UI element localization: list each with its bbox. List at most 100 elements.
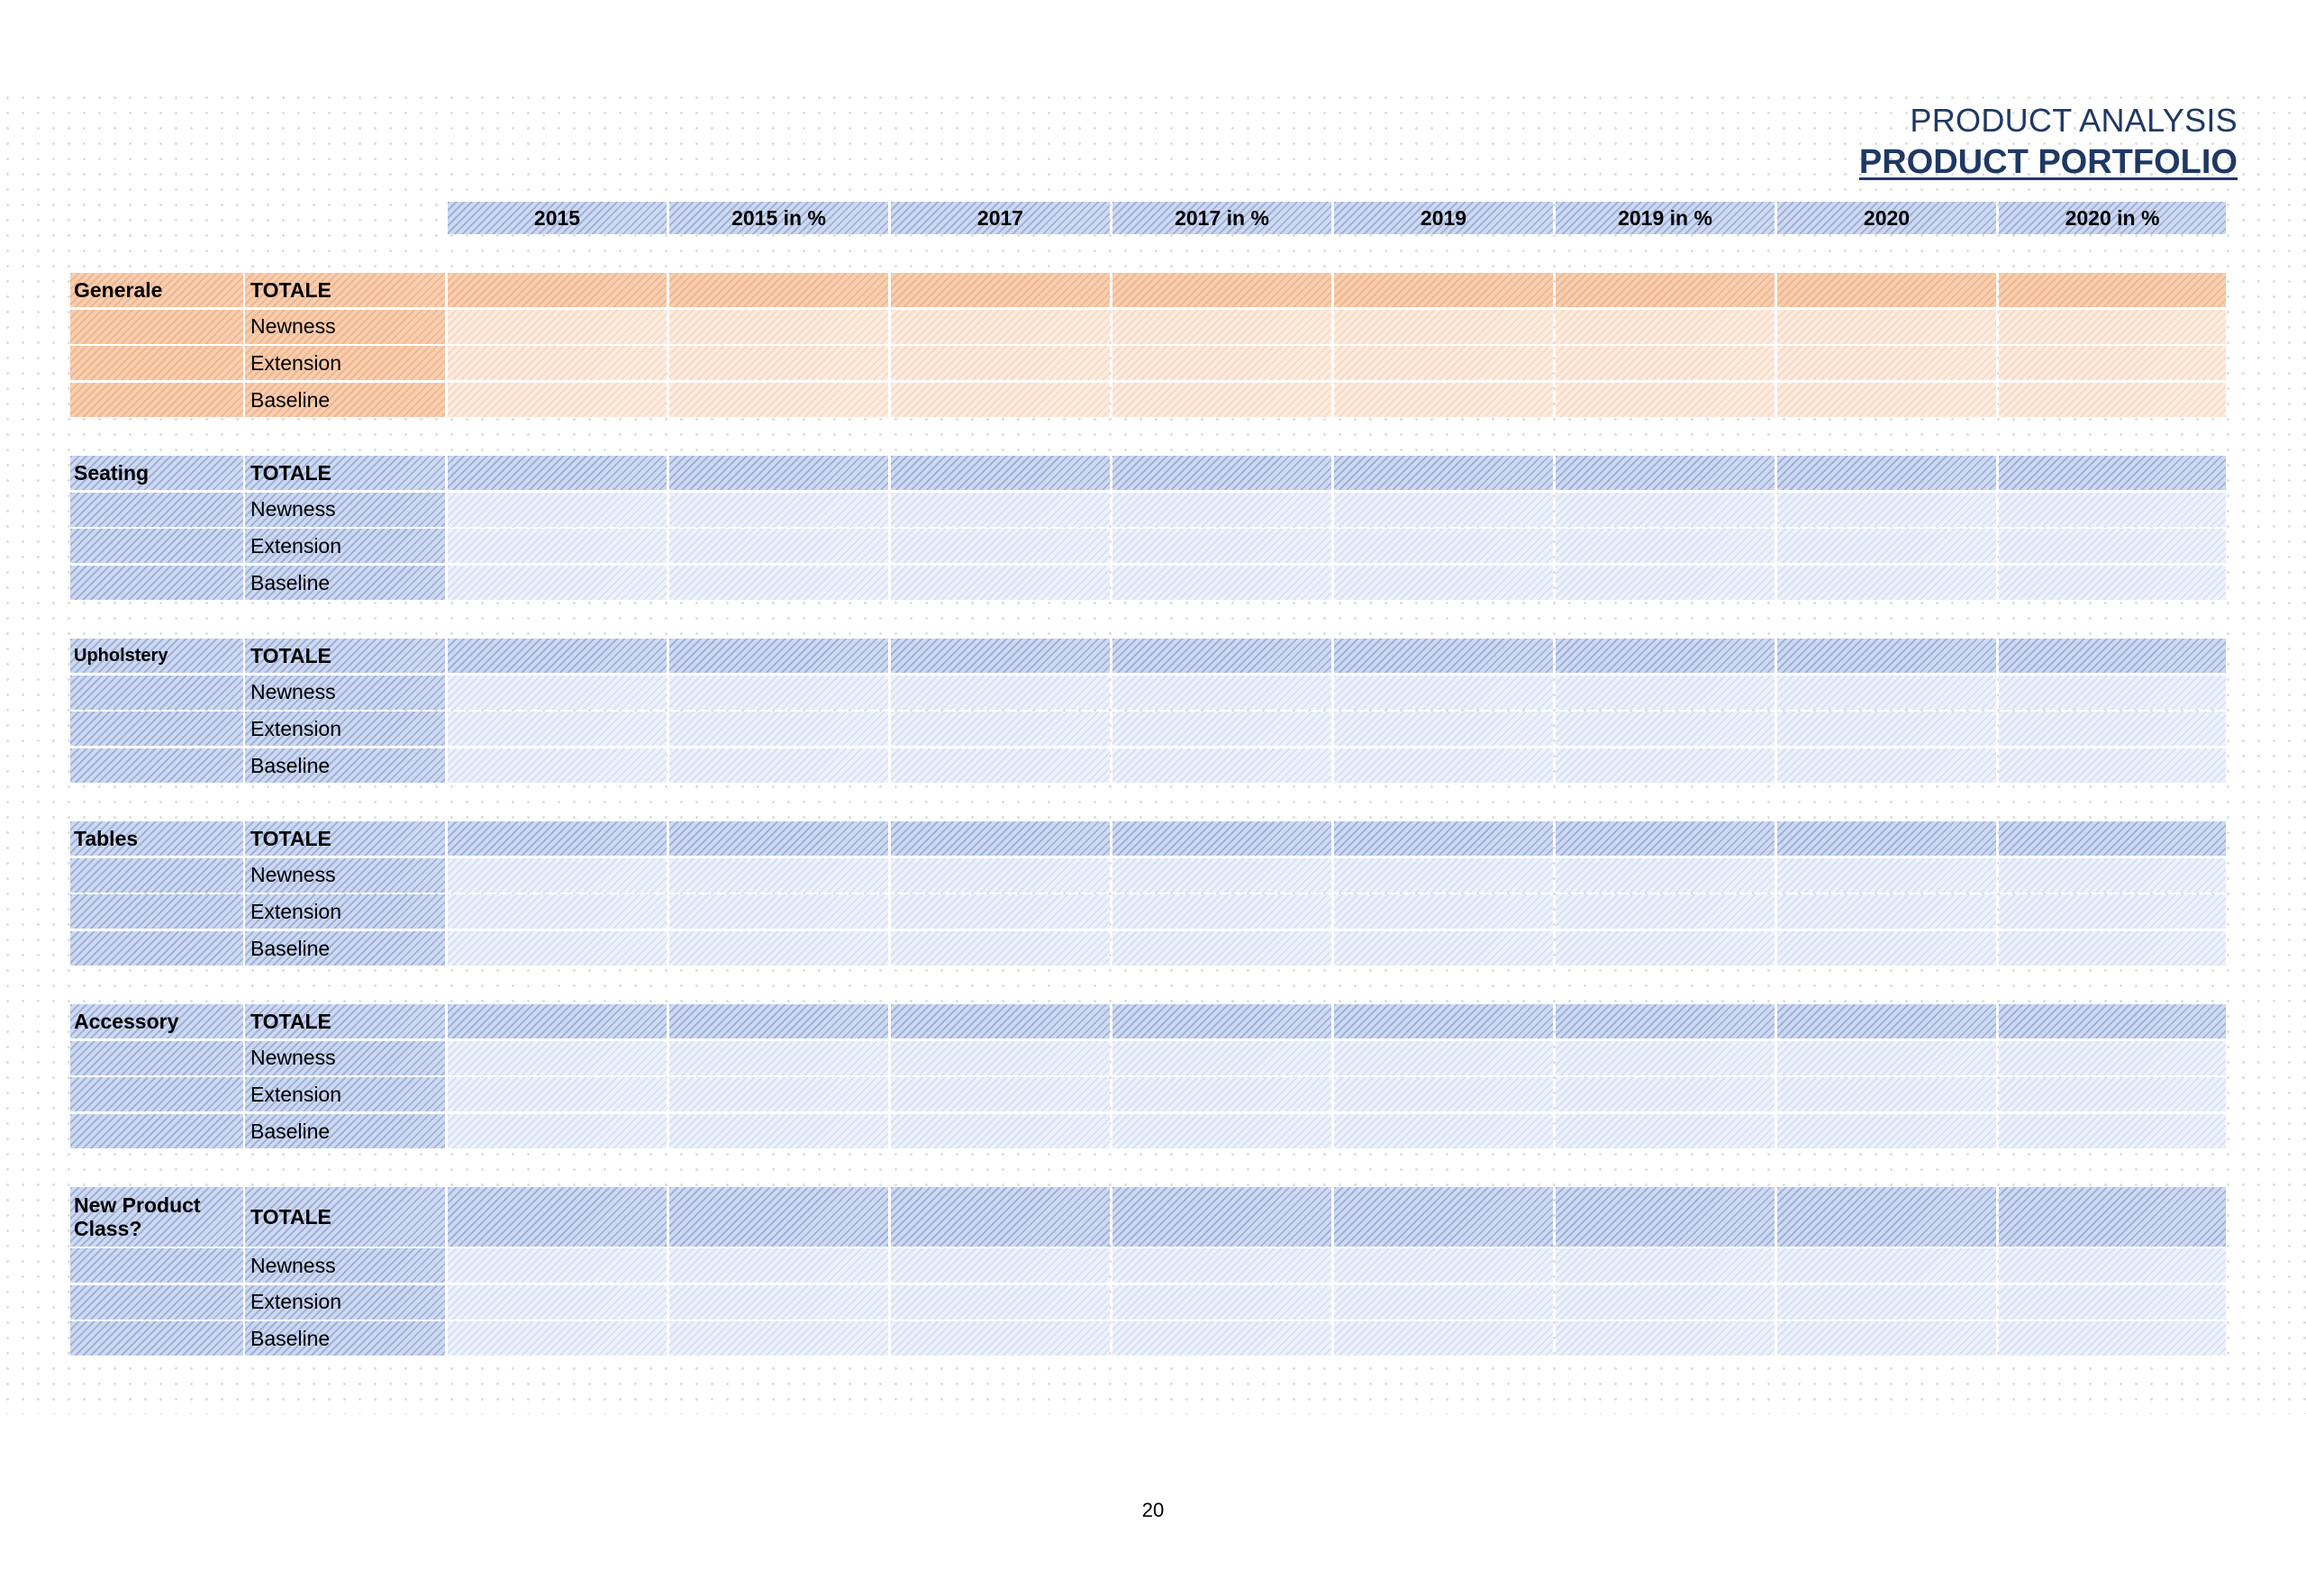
data-cell[interactable]: [1334, 346, 1553, 381]
data-cell[interactable]: [1556, 1321, 1775, 1356]
data-cell[interactable]: [1334, 456, 1553, 490]
data-cell[interactable]: [891, 821, 1110, 856]
data-cell[interactable]: [1334, 1321, 1553, 1356]
data-cell[interactable]: [1334, 821, 1553, 856]
data-cell[interactable]: [891, 1248, 1110, 1283]
data-cell[interactable]: [1334, 675, 1553, 710]
data-cell[interactable]: [1556, 565, 1775, 600]
data-cell[interactable]: [891, 529, 1110, 564]
data-cell[interactable]: [669, 1284, 888, 1319]
data-cell[interactable]: [1777, 821, 1996, 856]
data-cell[interactable]: [1999, 382, 2226, 417]
data-cell[interactable]: [1556, 1077, 1775, 1112]
data-cell[interactable]: [1112, 565, 1331, 600]
data-cell[interactable]: [669, 857, 888, 893]
data-cell[interactable]: [891, 712, 1110, 747]
data-cell[interactable]: [448, 273, 667, 307]
data-cell[interactable]: [1112, 529, 1331, 564]
data-cell[interactable]: [669, 529, 888, 564]
data-cell[interactable]: [1777, 456, 1996, 490]
data-cell[interactable]: [891, 456, 1110, 490]
data-cell[interactable]: [1334, 1113, 1553, 1148]
data-cell[interactable]: [1777, 346, 1996, 381]
data-cell[interactable]: [1556, 894, 1775, 929]
data-cell[interactable]: [448, 1187, 667, 1247]
data-cell[interactable]: [669, 1113, 888, 1148]
data-cell[interactable]: [1112, 712, 1331, 747]
data-cell[interactable]: [448, 492, 667, 527]
data-cell[interactable]: [1556, 1113, 1775, 1148]
data-cell[interactable]: [891, 748, 1110, 783]
data-cell[interactable]: [1556, 1284, 1775, 1319]
data-cell[interactable]: [669, 456, 888, 490]
data-cell[interactable]: [1777, 894, 1996, 929]
data-cell[interactable]: [1999, 712, 2226, 747]
data-cell[interactable]: [1334, 273, 1553, 307]
data-cell[interactable]: [669, 675, 888, 710]
data-cell[interactable]: [1334, 529, 1553, 564]
data-cell[interactable]: [1112, 857, 1331, 893]
data-cell[interactable]: [1999, 1248, 2226, 1283]
data-cell[interactable]: [448, 1284, 667, 1319]
data-cell[interactable]: [1777, 1248, 1996, 1283]
data-cell[interactable]: [1777, 857, 1996, 893]
data-cell[interactable]: [1556, 309, 1775, 344]
data-cell[interactable]: [891, 1004, 1110, 1038]
data-cell[interactable]: [1556, 821, 1775, 856]
data-cell[interactable]: [669, 821, 888, 856]
data-cell[interactable]: [1556, 639, 1775, 673]
data-cell[interactable]: [1777, 1321, 1996, 1356]
data-cell[interactable]: [669, 1187, 888, 1247]
data-cell[interactable]: [448, 456, 667, 490]
data-cell[interactable]: [1112, 1321, 1331, 1356]
data-cell[interactable]: [448, 639, 667, 673]
data-cell[interactable]: [669, 1321, 888, 1356]
data-cell[interactable]: [669, 492, 888, 527]
data-cell[interactable]: [1334, 565, 1553, 600]
data-cell[interactable]: [891, 675, 1110, 710]
data-cell[interactable]: [448, 1321, 667, 1356]
data-cell[interactable]: [1999, 748, 2226, 783]
data-cell[interactable]: [1999, 492, 2226, 527]
data-cell[interactable]: [669, 894, 888, 929]
data-cell[interactable]: [669, 309, 888, 344]
data-cell[interactable]: [1112, 273, 1331, 307]
data-cell[interactable]: [1334, 930, 1553, 966]
data-cell[interactable]: [1999, 639, 2226, 673]
data-cell[interactable]: [891, 273, 1110, 307]
data-cell[interactable]: [1777, 1040, 1996, 1075]
data-cell[interactable]: [1999, 857, 2226, 893]
data-cell[interactable]: [1556, 346, 1775, 381]
data-cell[interactable]: [448, 712, 667, 747]
data-cell[interactable]: [669, 565, 888, 600]
data-cell[interactable]: [1112, 1113, 1331, 1148]
data-cell[interactable]: [1334, 309, 1553, 344]
data-cell[interactable]: [1112, 1248, 1331, 1283]
data-cell[interactable]: [1999, 529, 2226, 564]
data-cell[interactable]: [1112, 748, 1331, 783]
data-cell[interactable]: [1112, 492, 1331, 527]
data-cell[interactable]: [1999, 894, 2226, 929]
data-cell[interactable]: [891, 492, 1110, 527]
data-cell[interactable]: [1334, 492, 1553, 527]
data-cell[interactable]: [1999, 930, 2226, 966]
data-cell[interactable]: [1334, 857, 1553, 893]
data-cell[interactable]: [1556, 1187, 1775, 1247]
data-cell[interactable]: [669, 639, 888, 673]
data-cell[interactable]: [1112, 1004, 1331, 1038]
data-cell[interactable]: [1777, 1284, 1996, 1319]
data-cell[interactable]: [1999, 346, 2226, 381]
data-cell[interactable]: [1777, 748, 1996, 783]
data-cell[interactable]: [1334, 1077, 1553, 1112]
data-cell[interactable]: [1112, 309, 1331, 344]
data-cell[interactable]: [1334, 1004, 1553, 1038]
data-cell[interactable]: [1999, 309, 2226, 344]
data-cell[interactable]: [1777, 565, 1996, 600]
data-cell[interactable]: [891, 565, 1110, 600]
data-cell[interactable]: [1112, 675, 1331, 710]
data-cell[interactable]: [1999, 565, 2226, 600]
data-cell[interactable]: [1112, 456, 1331, 490]
data-cell[interactable]: [1999, 456, 2226, 490]
data-cell[interactable]: [1112, 382, 1331, 417]
data-cell[interactable]: [1334, 894, 1553, 929]
